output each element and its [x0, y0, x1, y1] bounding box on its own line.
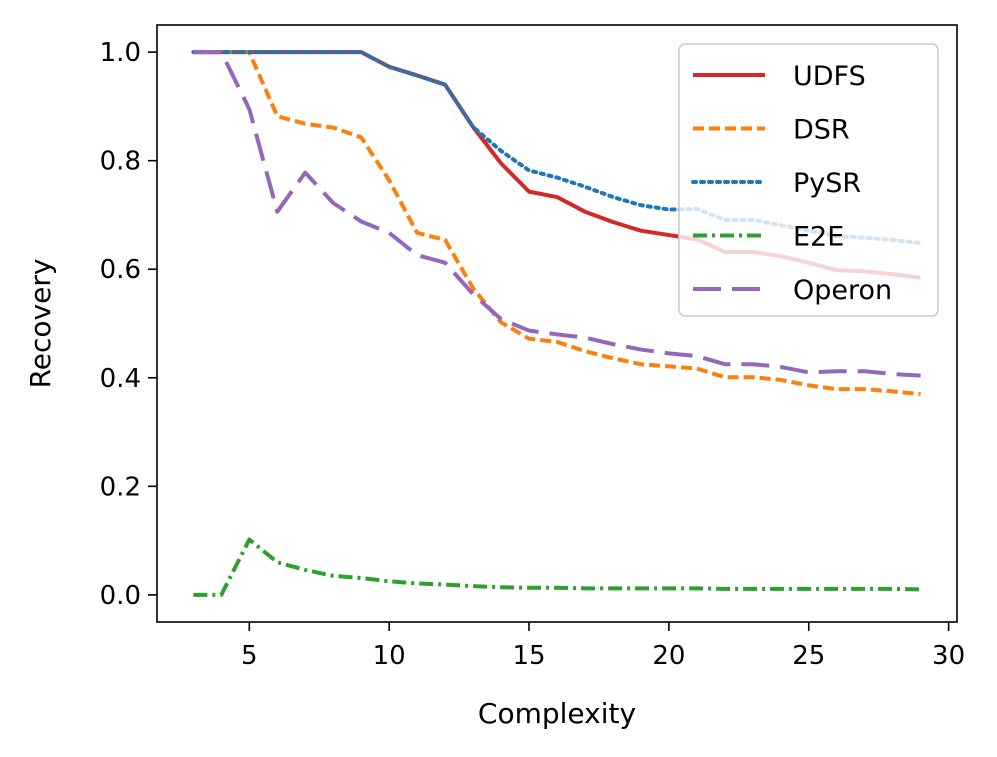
series-line-dsr [193, 50, 921, 397]
legend-box [678, 43, 939, 317]
legend-label-operon: Operon [793, 275, 892, 306]
legend: UDFS DSR PySR E2E Operon [678, 43, 939, 317]
x-tick-label: 10 [373, 641, 406, 671]
y-tick-label: 1.0 [100, 38, 141, 68]
x-tick-label: 15 [512, 641, 545, 671]
y-tick-label: 0.2 [100, 472, 141, 502]
x-tick-label: 5 [241, 641, 258, 671]
legend-label-dsr: DSR [793, 115, 850, 146]
y-axis-ticks: 0.0 0.2 0.4 0.6 0.8 1.0 [100, 38, 157, 611]
plot-frame [156, 24, 958, 623]
legend-label-e2e: E2E [793, 222, 844, 253]
x-axis-label: Complexity [478, 697, 636, 730]
x-tick-label: 25 [792, 641, 825, 671]
x-tick-label: 20 [652, 641, 685, 671]
y-tick-label: 0.8 [100, 147, 141, 177]
series-line-e2e [193, 537, 921, 597]
x-tick-label: 30 [932, 641, 965, 671]
series-line-operon [193, 50, 921, 378]
y-tick-label: 0.6 [100, 255, 141, 285]
legend-label-udfs: UDFS [793, 61, 866, 92]
legend-label-pysr: PySR [793, 168, 861, 199]
x-axis-ticks: 5 10 15 20 25 30 [241, 622, 965, 671]
y-axis-label: Recovery [24, 259, 57, 389]
y-tick-label: 0.0 [100, 581, 141, 611]
y-tick-label: 0.4 [100, 364, 141, 394]
